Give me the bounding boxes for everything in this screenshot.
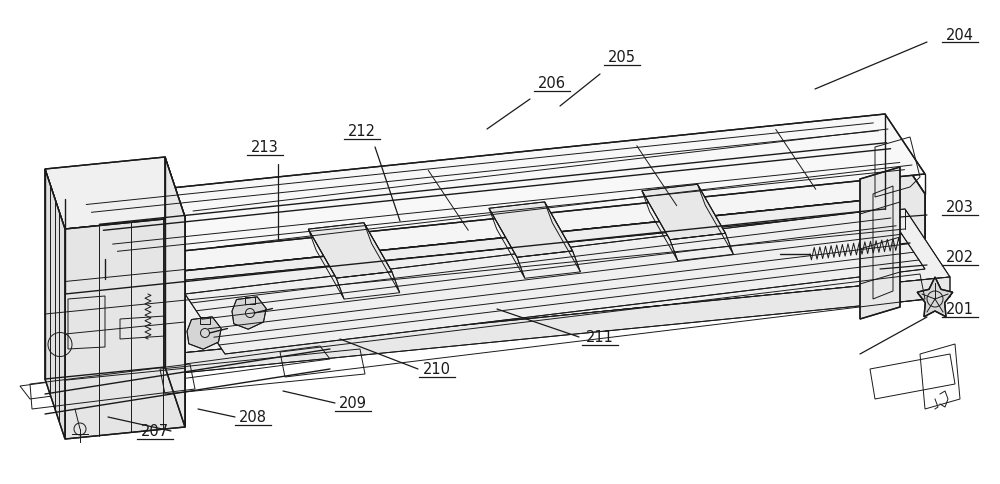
Polygon shape (65, 217, 185, 439)
Polygon shape (308, 223, 392, 278)
Polygon shape (65, 115, 925, 259)
Polygon shape (185, 210, 925, 354)
Polygon shape (45, 158, 185, 229)
Text: 202: 202 (946, 250, 974, 265)
Text: 210: 210 (423, 362, 451, 377)
Text: 212: 212 (348, 124, 376, 139)
Polygon shape (65, 135, 925, 279)
Text: 209: 209 (339, 396, 367, 410)
Polygon shape (860, 167, 900, 319)
Text: 207: 207 (141, 424, 169, 439)
Text: 204: 204 (946, 28, 974, 43)
Polygon shape (489, 202, 573, 258)
Polygon shape (45, 170, 65, 439)
Polygon shape (165, 158, 185, 427)
Polygon shape (90, 277, 950, 382)
Polygon shape (232, 297, 266, 330)
Text: 211: 211 (586, 330, 614, 345)
Text: 213: 213 (251, 140, 279, 155)
Polygon shape (65, 220, 105, 354)
Polygon shape (105, 195, 925, 354)
Polygon shape (45, 210, 950, 362)
Text: 201: 201 (946, 302, 974, 317)
Polygon shape (187, 317, 221, 349)
Polygon shape (642, 185, 725, 240)
Text: 205: 205 (608, 50, 636, 65)
Text: 203: 203 (946, 200, 974, 215)
Text: 206: 206 (538, 76, 566, 91)
Polygon shape (885, 135, 925, 270)
Text: 208: 208 (239, 409, 267, 424)
Polygon shape (917, 277, 953, 317)
